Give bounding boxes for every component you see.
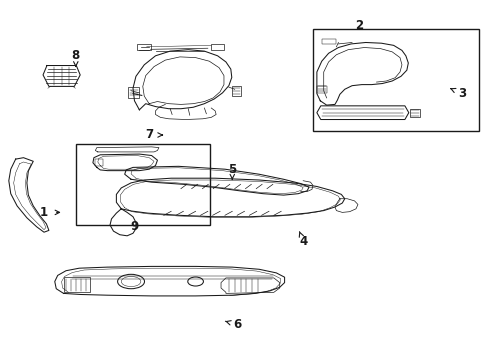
Text: 1: 1 bbox=[40, 206, 48, 219]
Text: 6: 6 bbox=[233, 318, 241, 331]
Text: 7: 7 bbox=[145, 129, 153, 141]
Text: 3: 3 bbox=[457, 87, 465, 100]
Text: 5: 5 bbox=[228, 163, 236, 176]
Text: 2: 2 bbox=[355, 19, 363, 32]
Text: 8: 8 bbox=[72, 49, 80, 62]
Text: 4: 4 bbox=[299, 235, 306, 248]
Bar bbox=[312, 29, 478, 131]
Text: 9: 9 bbox=[130, 220, 138, 233]
Bar bbox=[76, 144, 210, 225]
